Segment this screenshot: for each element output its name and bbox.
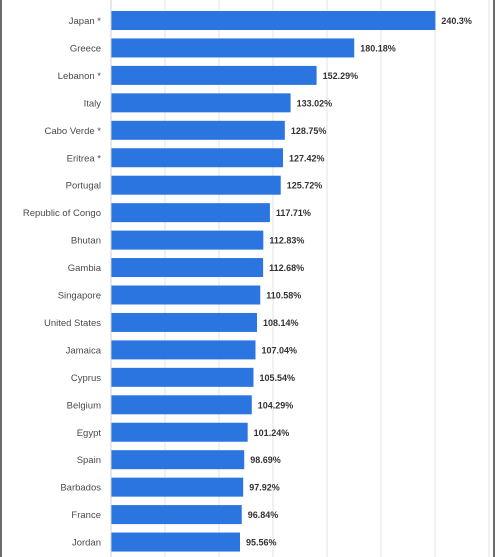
category-label: Italy bbox=[84, 98, 102, 109]
bar[interactable] bbox=[111, 230, 264, 250]
bar[interactable] bbox=[111, 175, 281, 195]
category-label: Cabo Verde * bbox=[44, 126, 101, 137]
category-label: United States bbox=[44, 318, 101, 329]
bar[interactable] bbox=[111, 532, 241, 552]
category-label: Belgium bbox=[67, 400, 101, 411]
value-label: 127.42% bbox=[289, 153, 325, 163]
value-label: 110.58% bbox=[266, 291, 301, 301]
value-label: 117.71% bbox=[276, 208, 311, 218]
bar[interactable] bbox=[111, 38, 355, 58]
bar[interactable] bbox=[111, 450, 245, 470]
category-label: Portugal bbox=[66, 181, 101, 192]
bar[interactable] bbox=[111, 120, 285, 140]
bar[interactable] bbox=[111, 93, 291, 113]
value-label: 112.83% bbox=[269, 236, 304, 246]
bar[interactable] bbox=[111, 395, 252, 415]
value-labels: 240.3% 180.18% 152.29% 133.02% 128.75% 127.42… bbox=[246, 16, 472, 548]
value-label: 98.69% bbox=[250, 455, 281, 465]
value-label: 101.24% bbox=[254, 428, 290, 438]
bar[interactable] bbox=[111, 203, 270, 223]
category-label: Cyprus bbox=[71, 373, 101, 384]
bar[interactable] bbox=[111, 477, 244, 497]
value-label: 96.84% bbox=[248, 510, 279, 520]
bar[interactable] bbox=[111, 285, 261, 305]
category-label: Bhutan bbox=[71, 236, 101, 247]
bar[interactable] bbox=[111, 65, 317, 85]
value-label: 95.56% bbox=[246, 538, 277, 548]
value-label: 97.92% bbox=[249, 483, 280, 493]
bar[interactable] bbox=[111, 367, 254, 387]
value-label: 180.18% bbox=[360, 43, 396, 53]
value-label: 133.02% bbox=[297, 98, 333, 108]
bar[interactable] bbox=[111, 422, 248, 442]
value-label: 107.04% bbox=[262, 345, 298, 355]
bars bbox=[111, 11, 436, 552]
category-label: Japan * bbox=[69, 16, 102, 27]
category-label: Eritrea * bbox=[67, 153, 102, 164]
value-label: 240.3% bbox=[441, 16, 472, 26]
category-label: Lebanon * bbox=[58, 71, 102, 82]
bar[interactable] bbox=[111, 11, 436, 30]
category-label: Barbados bbox=[60, 483, 101, 494]
value-label: 105.54% bbox=[259, 373, 295, 383]
category-label: Spain bbox=[77, 455, 101, 466]
value-label: 128.75% bbox=[291, 126, 327, 136]
gridlines bbox=[164, 0, 490, 557]
category-label: Singapore bbox=[58, 291, 101, 302]
bar[interactable] bbox=[111, 312, 257, 332]
value-label: 112.68% bbox=[269, 263, 304, 273]
bar[interactable] bbox=[111, 505, 242, 525]
category-label: Greece bbox=[70, 43, 101, 54]
value-label: 104.29% bbox=[258, 400, 294, 410]
category-label: Jordan bbox=[72, 538, 101, 549]
category-label: Republic of Congo bbox=[23, 208, 101, 219]
value-label: 108.14% bbox=[263, 318, 299, 328]
bar[interactable] bbox=[111, 340, 256, 360]
category-label: Gambia bbox=[68, 263, 102, 274]
category-label: Jamaica bbox=[66, 345, 102, 356]
bar[interactable] bbox=[111, 258, 264, 278]
bar[interactable] bbox=[111, 148, 284, 168]
value-label: 152.29% bbox=[323, 71, 359, 81]
value-label: 125.72% bbox=[287, 181, 323, 191]
category-label: France bbox=[71, 510, 101, 521]
category-labels: Japan * Greece Lebanon * Italy Cabo Verde * E… bbox=[23, 16, 102, 549]
category-label: Egypt bbox=[77, 428, 102, 439]
